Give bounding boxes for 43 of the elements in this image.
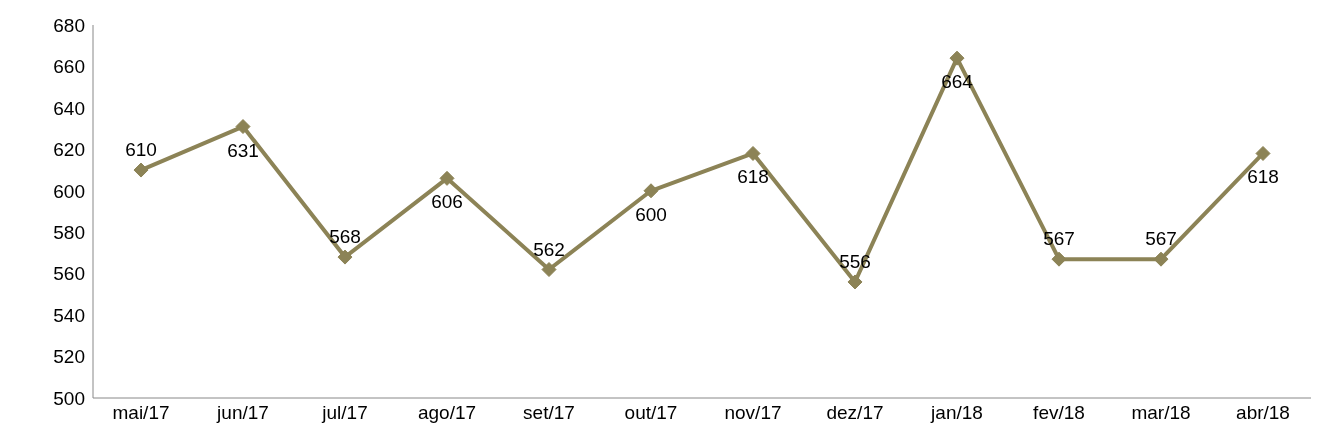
data-label: 562 xyxy=(533,238,565,260)
y-tick-label: 600 xyxy=(53,180,85,202)
point xyxy=(949,50,965,66)
x-tick-label: set/17 xyxy=(523,402,575,424)
point xyxy=(1255,145,1271,161)
x-tick-label: mai/17 xyxy=(112,402,170,424)
x-tick-label: out/17 xyxy=(624,402,678,424)
point xyxy=(337,249,353,265)
x-tick-label: ago/17 xyxy=(417,402,477,424)
y-tick-label: 540 xyxy=(53,304,85,326)
x-tick-label: jan/18 xyxy=(930,402,983,424)
x-tick-label: jun/17 xyxy=(216,402,269,424)
point xyxy=(133,162,149,178)
y-tick-label: 680 xyxy=(53,14,85,36)
x-tick-label: dez/17 xyxy=(826,402,884,424)
x-tick-label: fev/18 xyxy=(1033,402,1085,424)
point xyxy=(1153,251,1169,267)
data-label: 567 xyxy=(1145,228,1177,250)
x-tick-label: abr/18 xyxy=(1236,402,1290,424)
point xyxy=(1051,251,1067,267)
y-tick-label: 580 xyxy=(53,221,85,243)
point xyxy=(235,119,251,135)
point xyxy=(745,145,761,161)
point xyxy=(847,274,863,290)
data-label: 600 xyxy=(635,203,667,225)
point xyxy=(439,170,455,186)
x-tick-label: jul/17 xyxy=(321,402,368,424)
y-tick-label: 520 xyxy=(53,346,85,368)
data-label: 568 xyxy=(329,226,361,248)
y-tick-label: 500 xyxy=(53,387,85,409)
point xyxy=(643,183,659,199)
data-label: 610 xyxy=(125,139,157,161)
x-tick-label: mar/18 xyxy=(1131,402,1191,424)
y-tick-label: 660 xyxy=(53,56,85,78)
data-label: 618 xyxy=(737,166,769,188)
data-label: 631 xyxy=(227,139,259,161)
data-label: 606 xyxy=(431,191,463,213)
y-tick-label: 620 xyxy=(53,139,85,161)
x-tick-label: nov/17 xyxy=(724,402,782,424)
point xyxy=(541,262,557,278)
y-tick-label: 640 xyxy=(53,97,85,119)
data-label: 618 xyxy=(1247,166,1279,188)
y-tick-label: 560 xyxy=(53,263,85,285)
